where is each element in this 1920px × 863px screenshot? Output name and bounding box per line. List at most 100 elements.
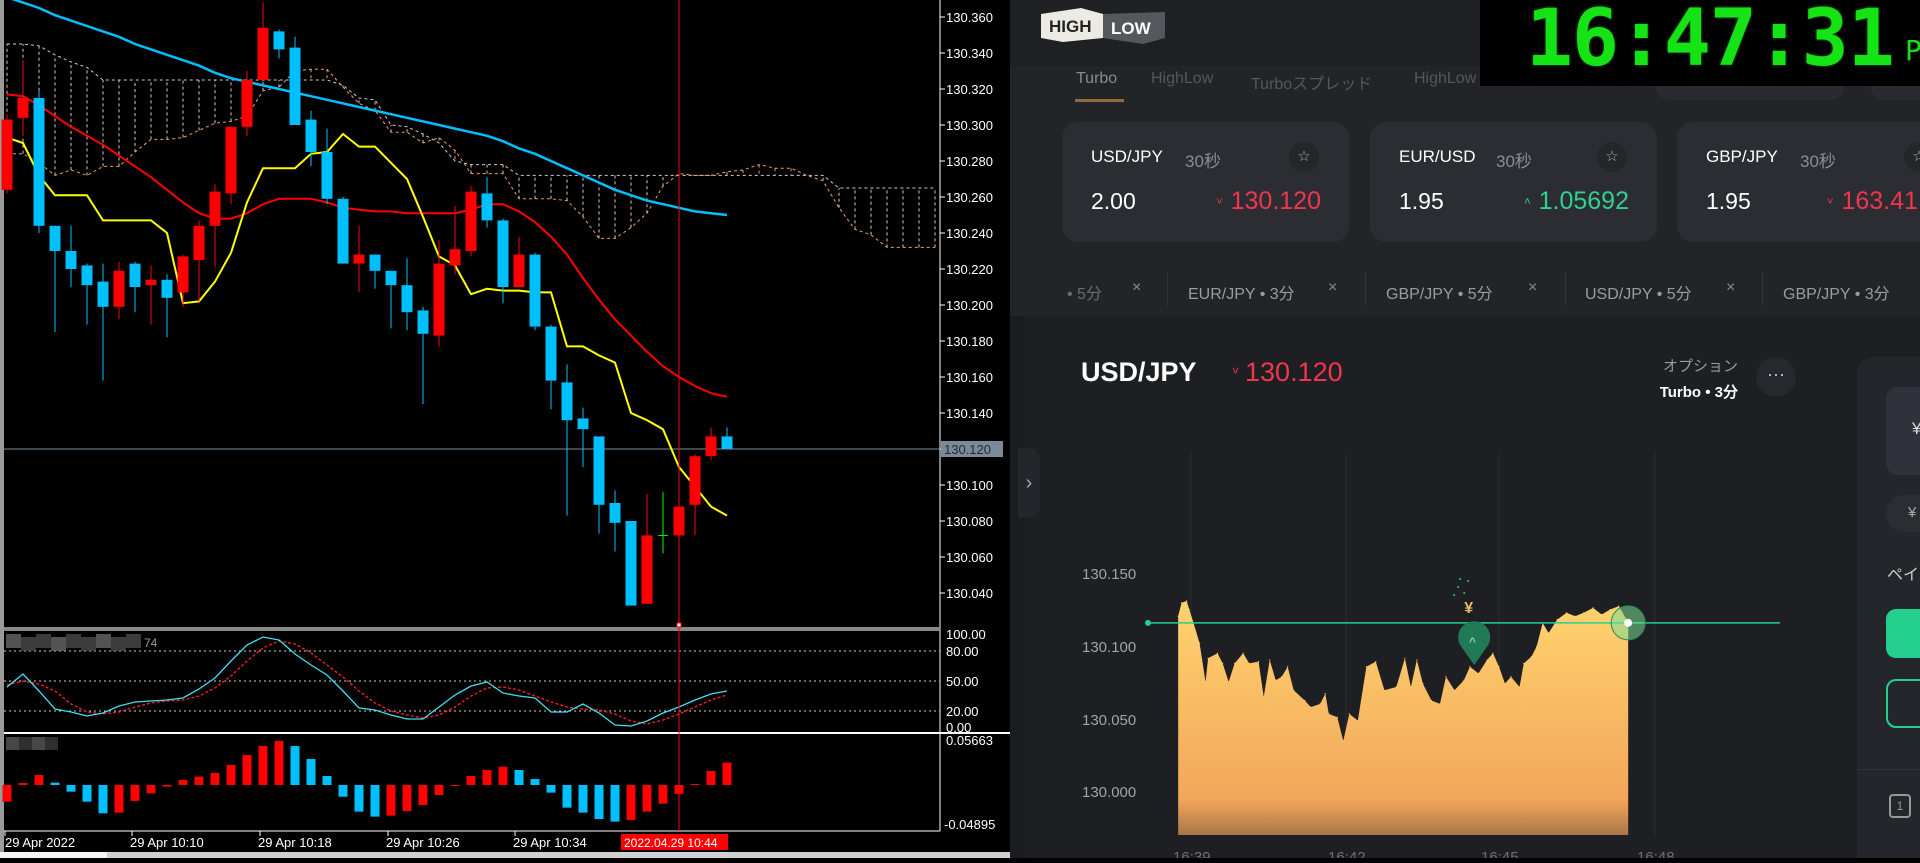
mt4-chart-canvas[interactable]: 130.360 130.340 130.320 130.300 130.280 130.2…	[0, 0, 1010, 858]
mt4-chart-window[interactable]: 130.360 130.340 130.320 130.300 130.280 130.2…	[0, 0, 1010, 858]
histogram-bar	[82, 785, 92, 802]
cursor-time-label: 2022.04.29 10:44	[624, 836, 718, 850]
price-axis-label: 130.300	[946, 118, 993, 133]
asset-card-usdjpy[interactable]: USD/JPY 30秒 ☆ 2.00 ˅ 130.120	[1062, 122, 1349, 242]
asset-card-eurusd[interactable]: EUR/USD 30秒 ☆ 1.95 ˄ 1.05692	[1370, 122, 1657, 242]
card-price: ˅ 163.41	[1827, 187, 1918, 215]
time-axis-label: 29 Apr 10:34	[513, 835, 587, 850]
price-point	[1234, 662, 1236, 664]
price-axis-label: 130.060	[946, 550, 993, 565]
star-icon[interactable]: ☆	[1904, 142, 1920, 172]
price-area-chart[interactable]: ^¥	[1010, 0, 1920, 858]
current-price-label: 130.120	[944, 442, 991, 457]
trade-panel: ¥ ¥ ペイ 1	[1857, 357, 1920, 858]
candle-body	[321, 152, 333, 199]
recent-item[interactable]: GBP/JPY • 3分	[1783, 286, 1890, 303]
candle-body	[257, 27, 269, 80]
price-axis-label: 130.200	[946, 298, 993, 313]
histogram-bar	[354, 785, 364, 812]
yen-quick-button[interactable]: ¥	[1886, 495, 1920, 532]
candle-body	[401, 285, 413, 313]
y-tick: 130.000	[1082, 784, 1137, 801]
tab-highlow-spread[interactable]: HighLow	[1414, 70, 1477, 87]
tab-turbo[interactable]: Turbo	[1076, 70, 1118, 87]
price-point	[1207, 657, 1209, 659]
price-point	[1242, 652, 1244, 654]
histogram-bar	[146, 785, 156, 794]
high-button[interactable]	[1886, 609, 1920, 658]
price-point	[1439, 703, 1441, 705]
close-icon[interactable]: ×	[1528, 279, 1538, 296]
card-duration: 30秒	[1185, 152, 1221, 171]
card-pair: EUR/USD	[1399, 147, 1476, 166]
histogram-bar	[194, 776, 204, 785]
price-axis-label: 130.100	[946, 478, 993, 493]
expand-sidebar-button[interactable]: ›	[1018, 448, 1040, 518]
chevron-down-icon: ˅	[1232, 364, 1240, 378]
candle-body	[513, 254, 525, 287]
option-value[interactable]: Turbo • 3分	[1659, 384, 1738, 401]
price-axis-label: 130.240	[946, 226, 993, 241]
price-point	[1198, 642, 1201, 644]
hist-axis-label: 0.05663	[946, 733, 993, 748]
price-point	[1269, 659, 1271, 661]
price-axis-label: 130.360	[946, 10, 993, 25]
recent-item[interactable]: EUR/JPY • 3分	[1188, 286, 1295, 303]
candle-body	[209, 191, 221, 226]
candle-body	[145, 279, 157, 286]
candle-body	[81, 265, 93, 286]
sparkle-dot	[1463, 591, 1466, 594]
amount-card[interactable]: ¥	[1886, 387, 1920, 475]
tab-turbo-spread[interactable]: Turboスプレッド	[1251, 76, 1373, 93]
histogram-bar	[386, 785, 396, 816]
price-point	[1404, 657, 1406, 659]
price-point	[1375, 661, 1377, 663]
blur-block	[21, 637, 36, 651]
time-axis-label: 29 Apr 10:26	[386, 835, 460, 850]
close-icon[interactable]: ×	[1328, 279, 1338, 296]
candle-body	[113, 270, 125, 307]
candle-body	[689, 456, 701, 505]
price-axis-label: 130.160	[946, 370, 993, 385]
ichimoku-span-b	[7, 43, 935, 189]
candle-body	[465, 191, 477, 251]
time-axis-label: 29 Apr 2022	[5, 835, 75, 850]
tab-highlow[interactable]: HighLow	[1151, 70, 1214, 87]
recent-item[interactable]: GBP/JPY • 5分	[1386, 286, 1493, 303]
close-icon[interactable]: ×	[1726, 279, 1736, 296]
histogram-bar	[242, 755, 252, 785]
histogram-bar	[642, 785, 652, 812]
recent-item[interactable]: USD/JPY • 5分	[1585, 286, 1692, 303]
blur-block	[32, 737, 45, 750]
card-price: ˅ 130.120	[1216, 187, 1321, 215]
star-icon[interactable]: ☆	[1597, 142, 1627, 172]
histogram-bar	[562, 785, 572, 808]
candle-body	[545, 326, 557, 381]
price-axis-label: 130.040	[946, 586, 993, 601]
low-button[interactable]	[1886, 679, 1920, 728]
price-point	[1422, 683, 1424, 685]
close-icon[interactable]: ×	[1132, 279, 1142, 296]
price-point	[1518, 686, 1521, 688]
time-axis-label: 29 Apr 10:10	[130, 835, 204, 850]
candle-body	[1, 119, 13, 190]
asset-card-gbpjpy[interactable]: GBP/JPY 30秒 ☆ 1.95 ˅ 163.41	[1677, 122, 1920, 242]
position-count-icon[interactable]: 1	[1889, 794, 1911, 818]
histogram-bar	[258, 746, 268, 785]
star-icon[interactable]: ☆	[1289, 142, 1319, 172]
recent-item[interactable]: • 5分	[1067, 286, 1102, 303]
stoch-axis-label: 80.00	[946, 644, 979, 659]
stoch-main-line	[6, 636, 728, 727]
price-point	[1204, 681, 1207, 683]
highlow-logo[interactable]: HIGH LOW	[1041, 8, 1165, 44]
histogram-bar	[466, 776, 476, 785]
price-point	[1416, 659, 1418, 661]
price-point	[1469, 666, 1471, 668]
price-point	[1328, 713, 1330, 715]
more-options-button[interactable]: ···	[1756, 357, 1796, 397]
histogram-bar	[626, 785, 636, 820]
price-point	[1583, 612, 1585, 614]
blur-block	[19, 737, 32, 750]
price-point	[1601, 613, 1603, 616]
pane-separator	[4, 627, 940, 631]
